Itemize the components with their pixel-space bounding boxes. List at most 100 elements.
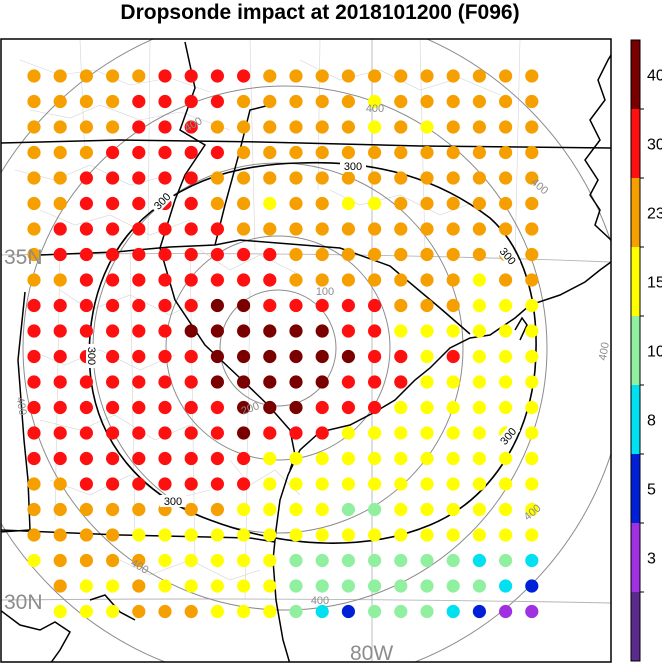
impact-dot — [525, 145, 539, 160]
impact-dot — [53, 502, 67, 517]
contour-label-300-top: 300 — [344, 161, 362, 173]
impact-dot — [341, 579, 355, 593]
impact-dot — [106, 528, 120, 542]
impact-dot — [106, 502, 120, 517]
impact-dot — [289, 477, 303, 491]
impact-dot — [368, 171, 382, 185]
impact-dot — [158, 222, 172, 236]
impact-dot — [420, 298, 434, 313]
impact-dot — [263, 579, 277, 593]
impact-dot — [341, 171, 355, 185]
impact-dot — [263, 528, 277, 542]
impact-dot — [446, 477, 460, 491]
impact-dot — [446, 247, 460, 262]
impact-dot — [525, 579, 539, 593]
impact-dots — [27, 69, 539, 619]
impact-dot — [53, 451, 67, 466]
colorbar-segment — [631, 178, 640, 247]
impact-dot — [420, 247, 434, 262]
impact-dot — [289, 604, 303, 619]
map-frame — [0, 38, 612, 663]
impact-dot — [210, 375, 224, 389]
colorbar-label: 3 — [647, 551, 656, 568]
impact-dot — [132, 120, 146, 134]
impact-dot — [394, 477, 408, 491]
colorbar-segment — [631, 592, 640, 661]
impact-dot — [158, 324, 172, 338]
impact-dot — [79, 375, 93, 389]
impact-dot — [315, 324, 329, 338]
lat-label-30n: 30N — [4, 591, 43, 614]
impact-dot — [79, 426, 93, 440]
impact-dot — [184, 528, 198, 542]
impact-dot — [184, 502, 198, 517]
impact-dot — [368, 324, 382, 338]
impact-dot — [472, 196, 486, 211]
impact-dot — [106, 604, 120, 619]
impact-dot — [289, 502, 303, 517]
impact-dot — [472, 375, 486, 389]
impact-dot — [394, 196, 408, 211]
impact-dot — [341, 222, 355, 236]
impact-dot — [446, 145, 460, 160]
impact-dot — [184, 298, 198, 313]
impact-dot — [237, 502, 251, 517]
impact-dot — [106, 349, 120, 364]
impact-dot — [158, 171, 172, 185]
impact-dot — [79, 502, 93, 517]
impact-dot — [472, 324, 486, 338]
impact-dot — [132, 502, 146, 517]
impact-dot — [525, 222, 539, 236]
impact-dot — [132, 604, 146, 619]
impact-dot — [420, 451, 434, 466]
impact-dot — [132, 375, 146, 389]
impact-dot — [420, 222, 434, 236]
impact-dot — [53, 400, 67, 415]
impact-dot — [420, 400, 434, 415]
impact-dot — [184, 273, 198, 287]
impact-dot — [420, 145, 434, 160]
impact-dot — [237, 222, 251, 236]
impact-dot — [525, 553, 539, 568]
impact-dot — [210, 324, 224, 338]
impact-dot — [27, 94, 41, 109]
impact-dot — [394, 604, 408, 619]
impact-dot — [315, 528, 329, 542]
impact-dot — [263, 451, 277, 466]
impact-dot — [132, 298, 146, 313]
impact-dot — [446, 400, 460, 415]
impact-dot — [499, 477, 513, 491]
impact-dot — [472, 426, 486, 440]
impact-dot — [368, 120, 382, 134]
impact-dot — [263, 553, 277, 568]
impact-dot — [263, 120, 277, 134]
impact-dot — [368, 477, 382, 491]
impact-dot — [289, 196, 303, 211]
impact-dot — [210, 247, 224, 262]
contour-label-400-bottom: 400 — [311, 595, 329, 607]
impact-dot — [446, 375, 460, 389]
impact-dot — [132, 528, 146, 542]
impact-dot — [315, 349, 329, 364]
impact-dot — [132, 247, 146, 262]
impact-dot — [472, 298, 486, 313]
impact-dot — [420, 196, 434, 211]
impact-dot — [368, 94, 382, 109]
impact-dot — [79, 604, 93, 619]
impact-dot — [499, 528, 513, 542]
impact-dot — [27, 196, 41, 211]
impact-dot — [210, 400, 224, 415]
impact-dot — [446, 298, 460, 313]
impact-dot — [525, 247, 539, 262]
impact-dot — [263, 324, 277, 338]
impact-dot — [525, 324, 539, 338]
impact-dot — [420, 94, 434, 109]
impact-dot — [210, 604, 224, 619]
impact-dot — [184, 451, 198, 466]
impact-dot — [472, 502, 486, 517]
impact-dot — [420, 579, 434, 593]
impact-dot — [341, 247, 355, 262]
impact-dot — [237, 375, 251, 389]
impact-dot — [341, 324, 355, 338]
impact-dot — [53, 145, 67, 160]
